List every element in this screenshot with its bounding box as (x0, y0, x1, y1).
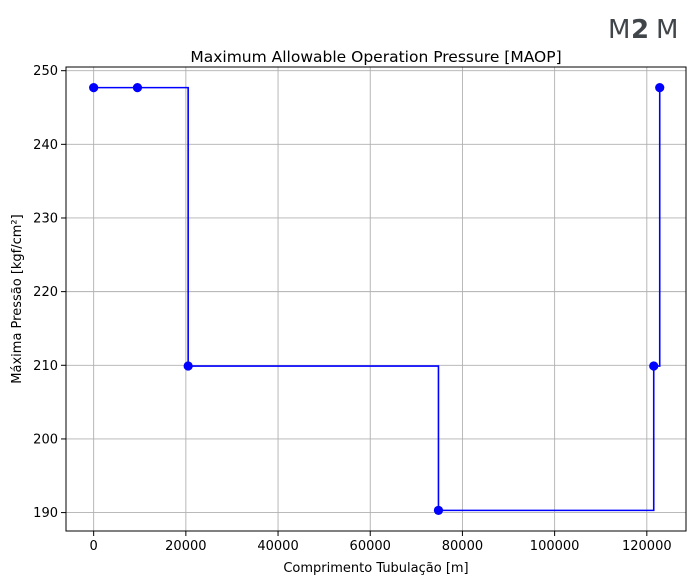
logo: M 2 M (608, 15, 679, 45)
grid (66, 67, 686, 531)
y-tick-label: 200 (33, 432, 58, 447)
y-tick-label: 240 (33, 138, 58, 153)
x-axis-label: Comprimento Tubulação [m] (283, 561, 468, 576)
y-tick-label: 210 (33, 359, 58, 374)
x-tick-label: 0 (90, 539, 98, 554)
series-layer (89, 83, 665, 515)
plot-frame (65, 66, 687, 532)
y-axis-label: Máxima Pressão [kgf/cm²] (10, 214, 25, 383)
y-tick-label: 190 (33, 506, 58, 521)
logo-letter-m-right: M (656, 15, 679, 45)
logo-letter-m-left: M (608, 15, 631, 45)
data-point (89, 83, 99, 93)
x-tick-label: 60000 (350, 539, 391, 554)
data-point (649, 361, 659, 371)
x-tick-label: 80000 (442, 539, 483, 554)
x-tick-label: 20000 (165, 539, 206, 554)
x-tick-label: 40000 (257, 539, 298, 554)
logo-digit-2: 2 (631, 15, 650, 45)
data-point (433, 505, 444, 515)
x-tick-label: 100000 (530, 539, 580, 554)
y-axis: 190 200 210 220 230 240 250 (33, 64, 66, 521)
data-point (655, 83, 665, 93)
data-point (183, 361, 193, 371)
data-point (132, 83, 143, 93)
y-tick-label: 230 (33, 211, 58, 226)
y-tick-label: 220 (33, 285, 58, 300)
x-axis: 0 20000 40000 60000 80000 100000 120000 (90, 531, 672, 554)
series-line (93, 86, 661, 512)
x-tick-label: 120000 (622, 539, 672, 554)
y-tick-label: 250 (33, 64, 58, 79)
chart-title: Maximum Allowable Operation Pressure [MA… (190, 48, 561, 66)
